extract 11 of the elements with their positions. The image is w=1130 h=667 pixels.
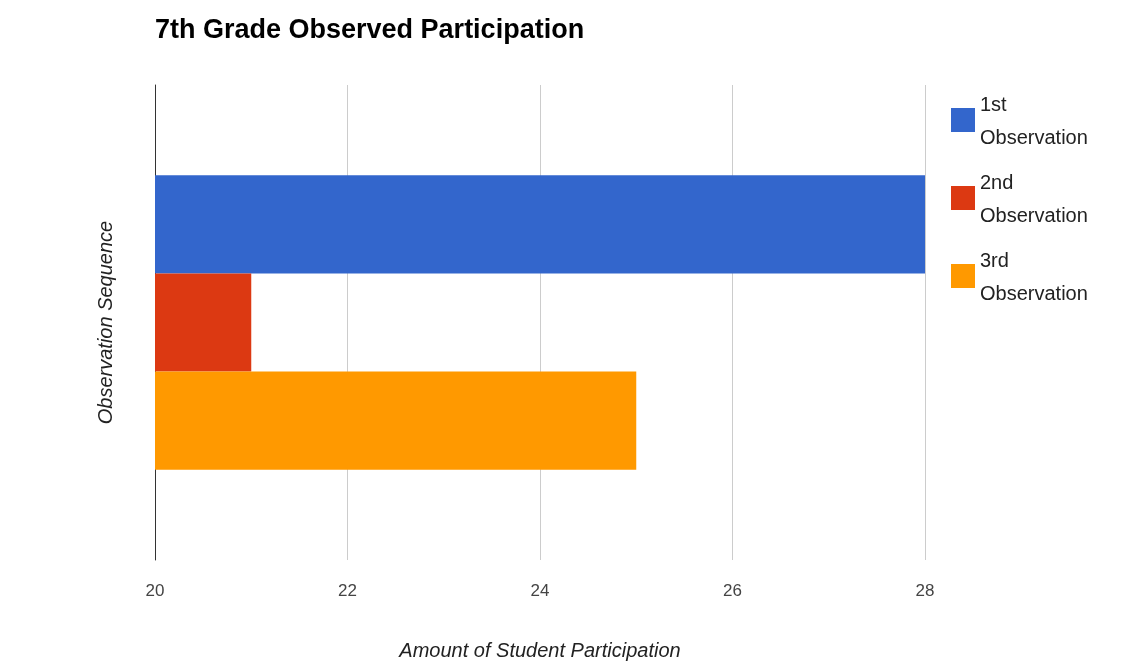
y-axis-title: Observation Sequence — [94, 220, 116, 425]
x-tick-label: 24 — [530, 581, 550, 600]
legend-label: 3rd Observation — [980, 248, 1088, 304]
x-tick-label: 22 — [338, 581, 357, 600]
x-axis-title: Amount of Student Participation — [398, 639, 681, 661]
chart-title: 7th Grade Observed Participation — [155, 13, 585, 44]
x-tick-label: 26 — [723, 581, 742, 600]
x-tick-label: 28 — [915, 581, 935, 600]
legend-label: 2nd Observation — [980, 170, 1088, 226]
legend-label: 1st Observation — [980, 92, 1088, 148]
x-tick-label: 20 — [145, 581, 165, 600]
